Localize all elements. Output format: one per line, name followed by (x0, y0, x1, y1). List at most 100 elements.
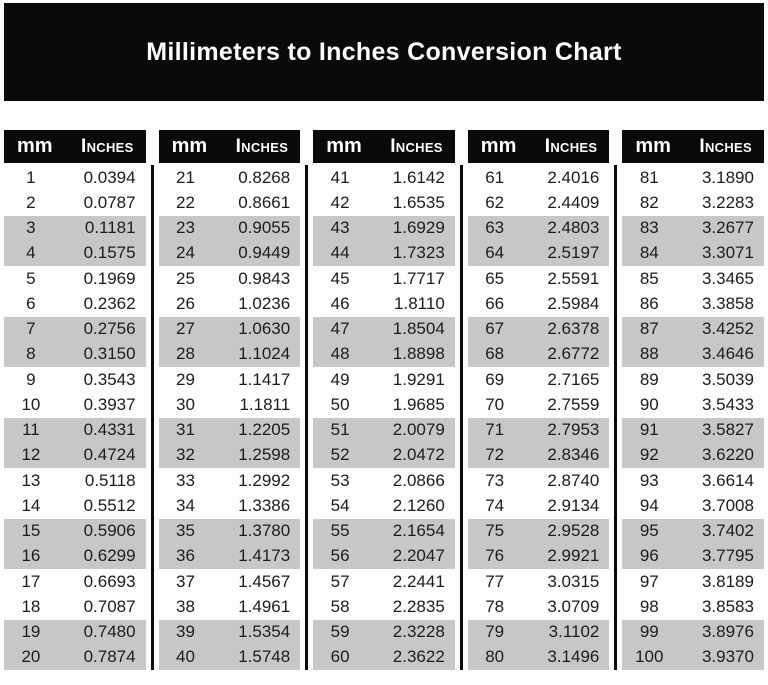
column-divider (614, 165, 618, 670)
inches-value: 2.0079 (392, 420, 445, 440)
mm-value: 27 (176, 319, 195, 339)
conversion-table-column: mm Inches 21 0.8268 22 0.8661 23 0.9055 24 0.94… (158, 130, 301, 670)
inches-value: 1.5354 (238, 622, 291, 642)
mm-value: 100 (635, 647, 664, 667)
mm-value: 80 (485, 647, 505, 667)
table-header: mm Inches (313, 130, 455, 163)
table-row: 5 0.1969 (4, 266, 146, 291)
table-row: 71 2.7953 (467, 417, 610, 443)
mm-value: 92 (639, 445, 659, 465)
conversion-table-column: mm Inches 61 2.4016 62 2.4409 63 2.4803 64 2.51… (467, 130, 610, 670)
mm-value: 16 (21, 546, 41, 566)
table-row: 52 2.0472 (313, 442, 455, 468)
mm-value: 3 (26, 218, 36, 238)
inches-value: 0.5906 (83, 521, 136, 541)
inches-value: 2.6378 (547, 319, 600, 339)
conversion-table-column: mm Inches 41 1.6142 42 1.6535 43 1.6929 44 1.73… (313, 130, 455, 670)
mm-value: 73 (485, 470, 505, 490)
table-row: 95 3.7402 (622, 518, 764, 544)
mm-value: 50 (330, 394, 350, 414)
inches-value: 1.6142 (392, 167, 445, 187)
mm-value: 17 (21, 571, 41, 591)
mm-value: 6 (26, 293, 36, 313)
mm-value: 93 (639, 470, 659, 490)
mm-value: 81 (639, 167, 659, 187)
mm-value: 54 (330, 495, 350, 515)
inches-value: 3.3858 (701, 293, 754, 313)
inches-value: 1.6535 (392, 192, 445, 212)
inches-value: 3.6220 (701, 445, 754, 465)
table-row: 17 0.6693 (4, 569, 146, 594)
table-row: 12 0.4724 (4, 442, 146, 468)
inches-value: 0.4331 (83, 420, 136, 440)
inches-value: 1.4567 (238, 571, 291, 591)
table-row: 44 1.7323 (313, 240, 455, 266)
table-row: 1 0.0394 (4, 165, 146, 190)
table-header: mm Inches (4, 130, 146, 163)
mm-value: 69 (485, 369, 505, 389)
mm-value: 62 (485, 192, 505, 212)
table-row: 42 1.6535 (313, 190, 455, 215)
inches-value: 3.9370 (701, 647, 754, 667)
table-row: 82 3.2283 (622, 190, 764, 215)
table-row: 2 0.0787 (4, 190, 146, 215)
inches-value: 2.2441 (392, 571, 445, 591)
inches-value: 2.7559 (547, 394, 600, 414)
table-row: 97 3.8189 (622, 569, 764, 594)
table-row: 93 3.6614 (622, 468, 764, 493)
inches-value: 1.7323 (392, 243, 445, 263)
inches-value: 1.4961 (238, 596, 291, 616)
inches-value: 2.7953 (547, 420, 600, 440)
mm-value: 78 (485, 596, 505, 616)
table-row: 53 2.0866 (313, 468, 455, 493)
table-header: mm Inches (622, 130, 764, 163)
mm-value: 55 (330, 521, 350, 541)
mm-value: 87 (639, 319, 659, 339)
table-row: 54 2.1260 (313, 493, 455, 518)
mm-value: 29 (176, 369, 195, 389)
inches-value: 1.2992 (238, 470, 291, 490)
mm-value: 41 (330, 167, 350, 187)
inches-value: 1.9685 (392, 394, 445, 414)
table-row: 55 2.1654 (313, 518, 455, 544)
inches-value: 3.4646 (701, 344, 754, 364)
table-row: 7 0.2756 (4, 316, 146, 342)
mm-value: 52 (330, 445, 350, 465)
table-row: 65 2.5591 (468, 266, 610, 291)
mm-value: 18 (21, 596, 41, 616)
inches-value: 3.5039 (701, 369, 754, 389)
table-row: 99 3.8976 (622, 619, 764, 645)
table-row: 48 1.8898 (313, 341, 455, 367)
mm-value: 88 (639, 344, 659, 364)
mm-value: 59 (330, 622, 350, 642)
table-row: 51 2.0079 (313, 417, 455, 443)
inches-value: 1.5748 (238, 647, 291, 667)
table-row: 87 3.4252 (622, 316, 764, 342)
mm-value: 94 (639, 495, 659, 515)
table-row: 94 3.7008 (622, 493, 764, 518)
mm-value: 74 (485, 495, 505, 515)
table-row: 32 1.2598 (158, 442, 301, 468)
mm-value: 85 (639, 268, 659, 288)
table-row: 19 0.7480 (4, 619, 146, 645)
inches-value: 3.8976 (701, 622, 754, 642)
column-divider (459, 165, 463, 670)
mm-value: 51 (330, 420, 350, 440)
table-body: 1 0.0394 2 0.0787 3 0.1181 4 0.1575 5 0.1969 6 0.23… (4, 165, 146, 670)
table-row: 10 0.3937 (4, 392, 146, 417)
table-body: 61 2.4016 62 2.4409 63 2.4803 64 2.5197 65 2.5591… (467, 165, 610, 670)
inches-value: 0.9843 (238, 268, 291, 288)
table-row: 45 1.7717 (313, 266, 455, 291)
table-row: 89 3.5039 (622, 367, 764, 392)
inches-value: 2.6772 (547, 344, 600, 364)
mm-value: 24 (176, 243, 195, 263)
table-row: 4 0.1575 (4, 240, 146, 266)
mm-value: 7 (26, 319, 36, 339)
mm-value: 66 (485, 293, 505, 313)
table-row: 20 0.7874 (4, 644, 146, 670)
table-row: 31 1.2205 (158, 417, 301, 443)
inches-value: 2.5984 (547, 293, 600, 313)
mm-value: 40 (176, 647, 195, 667)
mm-value: 49 (330, 369, 350, 389)
inches-value: 1.2598 (238, 445, 291, 465)
